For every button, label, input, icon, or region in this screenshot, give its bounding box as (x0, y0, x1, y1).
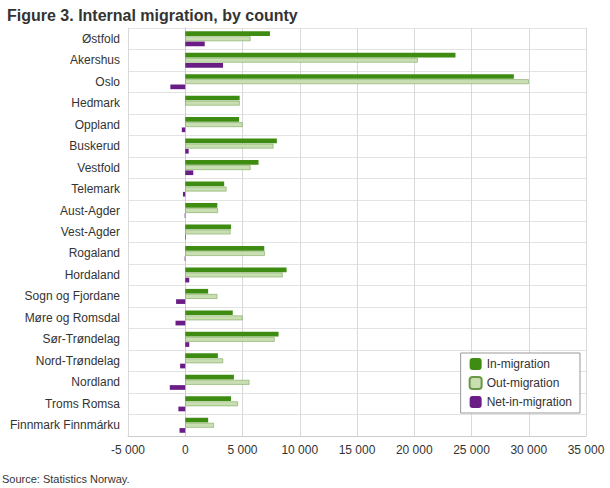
svg-text:10 000: 10 000 (281, 443, 318, 457)
svg-text:Telemark: Telemark (71, 182, 121, 196)
svg-text:In-migration: In-migration (487, 357, 550, 371)
svg-text:Østfold: Østfold (82, 32, 120, 46)
svg-text:Aust-Agder: Aust-Agder (60, 204, 120, 218)
svg-text:Sogn og Fjordane: Sogn og Fjordane (25, 289, 121, 303)
svg-text:Nord-Trøndelag: Nord-Trøndelag (36, 354, 120, 368)
svg-text:25 000: 25 000 (453, 443, 490, 457)
svg-text:Net-in-migration: Net-in-migration (487, 395, 572, 409)
svg-text:Buskerud: Buskerud (69, 139, 120, 153)
svg-text:-5 000: -5 000 (111, 443, 145, 457)
svg-text:Finnmark Finnmárku: Finnmark Finnmárku (10, 418, 120, 432)
svg-text:30 000: 30 000 (510, 443, 547, 457)
svg-text:Nordland: Nordland (71, 375, 120, 389)
svg-text:5 000: 5 000 (227, 443, 257, 457)
svg-text:Sør-Trøndelag: Sør-Trøndelag (42, 332, 120, 346)
svg-text:Hedmark: Hedmark (71, 96, 121, 110)
svg-text:Source: Statistics Norway.: Source: Statistics Norway. (2, 473, 130, 485)
svg-text:0: 0 (182, 443, 189, 457)
svg-text:Møre og Romsdal: Møre og Romsdal (25, 311, 120, 325)
svg-text:15 000: 15 000 (339, 443, 376, 457)
svg-text:Vestfold: Vestfold (77, 161, 120, 175)
svg-text:Figure 3. Internal migration,: Figure 3. Internal migration, by county (7, 7, 298, 24)
svg-text:Hordaland: Hordaland (65, 268, 120, 282)
svg-text:35 000: 35 000 (568, 443, 605, 457)
svg-text:Vest-Agder: Vest-Agder (61, 225, 120, 239)
svg-text:Troms Romsa: Troms Romsa (45, 397, 120, 411)
svg-text:Oslo: Oslo (95, 75, 120, 89)
svg-text:Out-migration: Out-migration (487, 376, 560, 390)
svg-text:Rogaland: Rogaland (69, 246, 120, 260)
svg-text:20 000: 20 000 (396, 443, 433, 457)
svg-text:Akershus: Akershus (70, 53, 120, 67)
svg-text:Oppland: Oppland (75, 118, 120, 132)
